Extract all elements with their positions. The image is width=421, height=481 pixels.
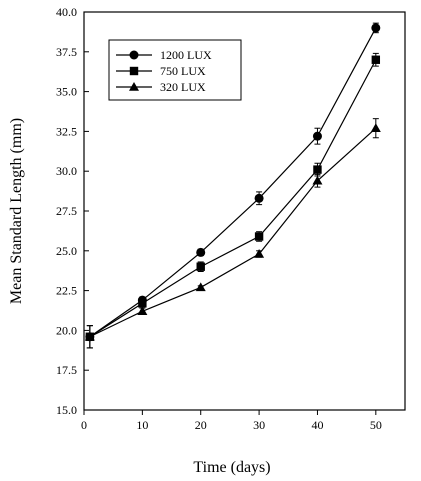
x-axis-label: Time (days) bbox=[193, 459, 270, 476]
data-point bbox=[254, 193, 264, 203]
data-point bbox=[84, 331, 95, 341]
series-triangle bbox=[84, 118, 381, 349]
y-tick-label: 25.0 bbox=[56, 244, 77, 258]
series-layer bbox=[84, 22, 381, 349]
series-line bbox=[89, 27, 377, 338]
data-point bbox=[312, 175, 323, 185]
series-line bbox=[89, 127, 377, 338]
y-tick-label: 20.0 bbox=[56, 323, 77, 337]
data-point bbox=[370, 123, 381, 132]
data-point bbox=[313, 165, 322, 174]
y-tick-label: 35.0 bbox=[56, 85, 77, 99]
data-point bbox=[196, 247, 206, 257]
legend-marker bbox=[129, 82, 139, 91]
data-point bbox=[254, 232, 264, 241]
series-line bbox=[89, 59, 377, 338]
legend-label: 1200 LUX bbox=[160, 48, 212, 62]
legend-label: 320 LUX bbox=[160, 80, 206, 94]
data-point bbox=[196, 262, 205, 271]
y-tick-label: 22.5 bbox=[56, 284, 77, 298]
tick-layer: 0 10 20 30 40 50 15.0 17.5 20.0 22.5 25.0 27.5 30.0 3… bbox=[56, 5, 382, 432]
legend-label: 750 LUX bbox=[160, 64, 206, 78]
legend-marker bbox=[129, 66, 139, 76]
y-tick-label: 15.0 bbox=[56, 403, 77, 417]
data-point bbox=[138, 299, 147, 308]
y-tick-label: 32.5 bbox=[56, 124, 77, 138]
x-tick-label: 0 bbox=[81, 418, 87, 432]
x-tick-label: 40 bbox=[311, 418, 323, 432]
y-tick-label: 17.5 bbox=[56, 363, 77, 377]
data-point bbox=[137, 306, 148, 316]
y-tick-label: 40.0 bbox=[56, 5, 77, 19]
x-tick-label: 20 bbox=[195, 418, 207, 432]
x-tick-label: 10 bbox=[136, 418, 148, 432]
y-axis-label: Mean Standard Length (mm) bbox=[8, 118, 25, 304]
legend: 1200 LUX 750 LUX 320 LUX bbox=[108, 39, 242, 101]
data-point bbox=[371, 55, 381, 64]
y-tick-label: 30.0 bbox=[56, 164, 77, 178]
data-point bbox=[371, 23, 381, 33]
legend-marker bbox=[129, 50, 139, 60]
data-point bbox=[195, 282, 206, 292]
data-point bbox=[254, 248, 265, 258]
x-tick-label: 30 bbox=[253, 418, 265, 432]
y-tick-label: 37.5 bbox=[56, 45, 77, 59]
x-tick-label: 50 bbox=[370, 418, 382, 432]
y-tick-label: 27.5 bbox=[56, 204, 77, 218]
data-point bbox=[312, 131, 322, 141]
